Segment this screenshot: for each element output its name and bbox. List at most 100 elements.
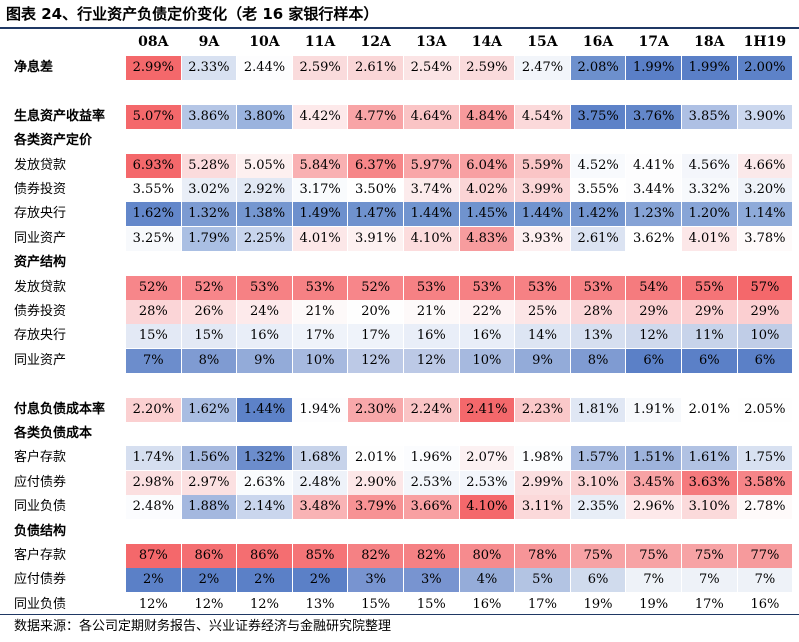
- column-header: 1H19: [743, 34, 787, 50]
- table-cell: 53%: [570, 275, 626, 300]
- column-header: 11A: [304, 34, 336, 50]
- table-cell: 8%: [181, 348, 237, 373]
- table-cell: 1.98%: [515, 446, 570, 471]
- column-header: 9A: [198, 34, 220, 50]
- table-cell: 28%: [570, 300, 626, 324]
- table-cell: 3.86%: [181, 104, 237, 129]
- table-cell: 2.63%: [237, 470, 292, 495]
- row-label: 生息资产收益率: [14, 108, 106, 124]
- table-row: 债券投资 3.55% 3.02% 2.92% 3.17% 3.50% 3.74% 4.02% 3…: [0, 178, 799, 202]
- table-cell: 4.42%: [292, 104, 348, 129]
- table-cell: 78%: [515, 544, 570, 568]
- table-cell: 55%: [682, 275, 737, 300]
- table-cell: 2.08%: [570, 56, 626, 80]
- table-row: [0, 80, 799, 104]
- table-cell: 75%: [626, 544, 681, 568]
- table-cell: 25%: [515, 300, 570, 324]
- table-cell: 3.48%: [292, 495, 348, 520]
- table-cell: 2%: [181, 568, 237, 593]
- table-cell: 2%: [292, 568, 348, 593]
- table-row: 生息资产收益率 5.07% 3.86% 3.80% 4.42% 4.77% 4.64% 4.8…: [0, 104, 799, 129]
- table-cell: 3.66%: [404, 495, 459, 520]
- table-cell: 1.61%: [682, 446, 737, 471]
- table-cell: 8%: [570, 348, 626, 373]
- table-cell: 2.48%: [126, 495, 181, 520]
- table-cell: 2.61%: [348, 56, 403, 80]
- table-cell: 15%: [181, 324, 237, 349]
- table-cell: 10%: [459, 348, 515, 373]
- row-label: 债券投资: [14, 304, 67, 319]
- table-cell: 1.47%: [348, 202, 403, 227]
- table-cell: 6%: [626, 348, 681, 373]
- row-label: 各类资产定价: [14, 133, 93, 149]
- table-cell: 7%: [126, 348, 181, 373]
- table-cell: 16%: [459, 592, 515, 617]
- table-cell: 2.20%: [126, 397, 181, 422]
- table-cell: 1.49%: [292, 202, 348, 227]
- table-cell: 24%: [237, 300, 292, 324]
- column-header: 10A: [249, 34, 280, 50]
- table-cell: 2.48%: [292, 470, 348, 495]
- table-row: 同业资产 3.25% 1.79% 2.25% 4.01% 3.91% 4.10% 4.83% 3…: [0, 226, 799, 251]
- table-cell: 2.30%: [348, 397, 403, 422]
- table-cell: 5.97%: [404, 153, 459, 178]
- table-cell: 3.79%: [348, 495, 403, 520]
- table-cell: 3.02%: [181, 178, 237, 202]
- table-title: 图表 24、行业资产负债定价变化（老 16 家银行样本）: [6, 5, 379, 23]
- table-cell: 2.99%: [126, 56, 181, 80]
- table-row: 付息负债成本率 2.20% 1.62% 1.44% 1.94% 2.30% 2.24% 2.4…: [0, 397, 799, 422]
- table-cell: 2.01%: [348, 446, 403, 471]
- table-cell: 13%: [292, 592, 348, 617]
- table-cell: 12%: [404, 348, 459, 373]
- table-cell: 2.99%: [515, 470, 570, 495]
- row-label: 同业负债: [14, 499, 67, 515]
- table-cell: 80%: [459, 544, 515, 568]
- table-cell: 3.74%: [404, 178, 459, 202]
- table-cell: 3.17%: [292, 178, 348, 202]
- row-label: 客户存款: [14, 548, 67, 563]
- table-cell: 11%: [682, 324, 737, 349]
- table-cell: 2.44%: [237, 56, 292, 80]
- table-cell: 1.57%: [570, 446, 626, 471]
- table-cell: 57%: [737, 275, 793, 300]
- table-cell: 5.28%: [181, 153, 237, 178]
- table-cell: 17%: [348, 324, 403, 349]
- table-cell: 1.81%: [570, 397, 626, 422]
- table-row: 客户存款 87% 86% 86% 85% 82% 82% 80% 78% 75% 75% 75% 77%: [0, 544, 799, 568]
- table-cell: 2.90%: [348, 470, 403, 495]
- table-cell: 17%: [682, 592, 737, 617]
- row-label: 同业资产: [14, 230, 67, 246]
- table-cell: 2.41%: [459, 397, 515, 422]
- table-cell: 1.38%: [237, 202, 292, 227]
- table-cell: 2.23%: [515, 397, 570, 422]
- table-cell: 3.85%: [682, 104, 737, 129]
- table-cell: 86%: [181, 544, 237, 568]
- table-cell: 5.59%: [515, 153, 570, 178]
- column-header: 14A: [471, 34, 503, 50]
- table-cell: 10%: [737, 324, 793, 349]
- table-cell: 21%: [404, 300, 459, 324]
- table-cell: 3.55%: [126, 178, 181, 202]
- table-cell: 2.35%: [570, 495, 626, 520]
- table-cell: 77%: [737, 544, 793, 568]
- table-cell: 3.10%: [570, 470, 626, 495]
- table-cell: 2.97%: [181, 470, 237, 495]
- table-cell: 2.25%: [237, 226, 292, 251]
- table-cell: 12%: [626, 324, 681, 349]
- table-cell: 3.20%: [737, 178, 793, 202]
- table-cell: 3.93%: [515, 226, 570, 251]
- table-cell: 16%: [737, 592, 793, 617]
- row-label: 同业负债: [14, 596, 67, 612]
- table-cell: 1.79%: [181, 226, 237, 251]
- table-cell: 1.94%: [292, 397, 348, 422]
- table-cell: 2%: [126, 568, 181, 593]
- table-cell: 4.77%: [348, 104, 403, 129]
- table-cell: 2.98%: [126, 470, 181, 495]
- table-cell: 3.50%: [348, 178, 403, 202]
- table-row: 债券投资 28% 26% 24% 21% 20% 21% 22% 25% 28% 29% 29% 29%: [0, 300, 799, 324]
- table-cell: 2.54%: [404, 56, 459, 80]
- table-cell: 1.32%: [181, 202, 237, 227]
- table-cell: 4.84%: [459, 104, 515, 129]
- table-cell: 53%: [404, 275, 459, 300]
- table-cell: 16%: [404, 324, 459, 349]
